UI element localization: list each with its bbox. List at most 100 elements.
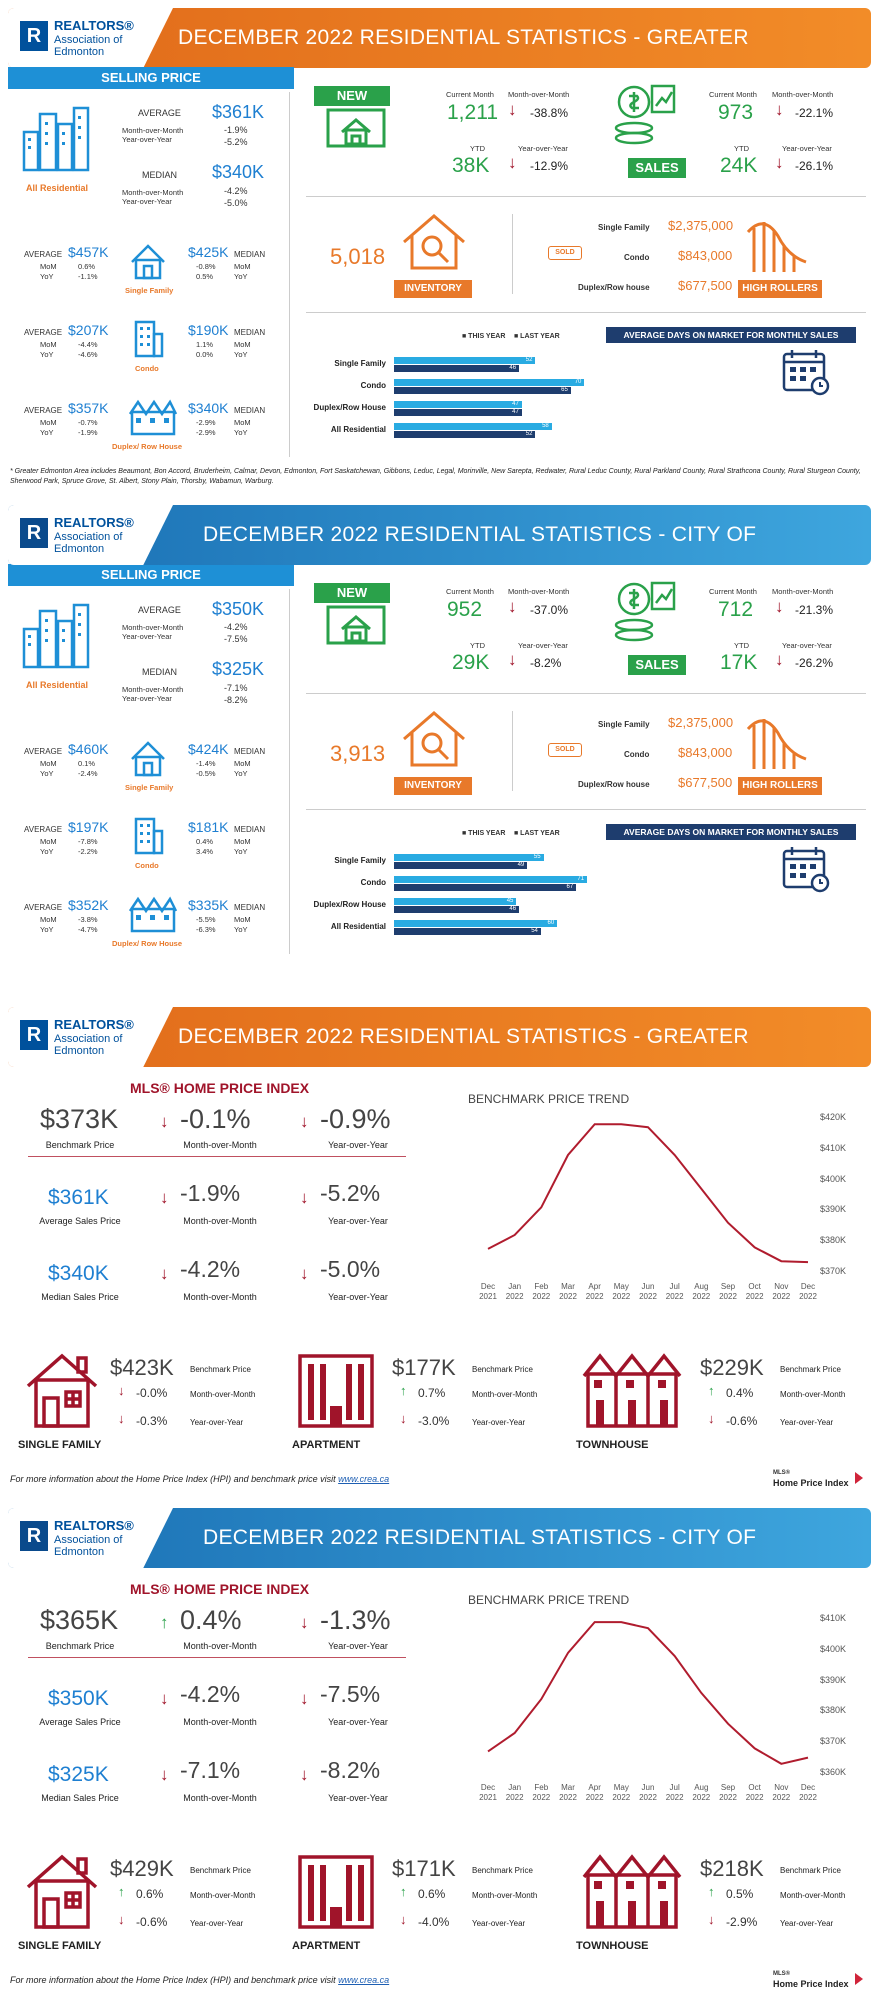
panel-divider [289,92,290,457]
type-median-yoy: -6.3% [196,925,216,934]
property-value: $423K [110,1355,174,1380]
mom-caption: Month-over-Month [183,1216,257,1226]
trend-x-month: Feb [534,1282,549,1291]
hpi-row-caption: Median Sales Price [41,1793,119,1803]
down-arrow-icon: ↓ [508,597,517,616]
trend-title: BENCHMARK PRICE TREND [468,1593,630,1607]
type-label: Duplex/ Row House [112,442,183,451]
selling-price-header: SELLING PRICE [8,564,294,586]
trend-x-year: 2022 [612,1793,631,1802]
hpi-row-mom: -0.1% [180,1104,251,1134]
sales-current: 712 [718,598,754,621]
divider [306,693,866,694]
down-arrow-icon: ↓ [775,153,784,172]
hpi-footnote: For more information about the Home Pric… [10,1474,389,1484]
type-median-value: $424K [188,741,229,757]
hpi-footnote: For more information about the Home Pric… [10,1975,389,1985]
sales-mom: -21.3% [795,603,834,617]
type-label: Single Family [125,286,174,295]
trend-x-month: Sep [720,1282,736,1291]
hpi-title: MLS® HOME PRICE INDEX [130,1581,310,1597]
trend-x-month: Jan [508,1282,522,1291]
type-average-mom: -3.8% [78,915,98,924]
high-roller-label: Duplex/Row house [578,283,650,292]
trend-x-year: 2022 [799,1292,817,1301]
property-mom: 0.6% [136,1887,164,1901]
cur-month-label: Current Month [446,90,494,99]
type-average-value: $357K [68,400,109,416]
type-median-yoy: -2.9% [196,428,216,437]
yoy-caption: Year-over-Year [780,1919,834,1928]
average-value: $350K [212,599,265,619]
median-label: MEDIAN [142,170,178,180]
cur-month-label: Current Month [709,90,757,99]
down-arrow-icon: ↓ [775,597,784,616]
hpi-row-yoy: -5.2% [320,1180,381,1206]
trend-x-month: Apr [588,1783,601,1792]
property-type-name: SINGLE FAMILY [18,1439,102,1451]
yoy-arrow-icon: ↓ [118,1912,125,1927]
trend-line [487,1621,809,1765]
type-median-mom: 0.4% [196,837,214,846]
type-average-value: $460K [68,741,109,757]
mom-caption: Month-over-Month [780,1390,846,1399]
type-yoy-label: YoY [40,350,54,359]
trend-x-year: 2022 [559,1292,577,1301]
type-mom-label: MoM [234,759,251,768]
trend-x-tick: Dec 2021 [475,1282,501,1302]
crea-link[interactable]: www.crea.ca [338,1474,390,1484]
new-listings-badge: NEW LISTINGS [314,583,390,620]
crea-link[interactable]: www.crea.ca [338,1975,390,1985]
sales-badge: SALES [628,655,686,675]
ytd-label: YTD [470,641,485,650]
hpi-row-mom: -4.2% [180,1256,241,1282]
trend-x-tick: Aug 2022 [688,1282,714,1302]
new-listings-mom: -38.8% [530,106,569,120]
high-roller-value: $2,375,000 [668,715,734,730]
yoy-caption: Year-over-Year [472,1418,526,1427]
type-label: Duplex/ Row House [112,939,183,948]
trend-x-tick: Sep 2022 [715,1282,741,1302]
property-value: $177K [392,1355,456,1380]
type-median-label: MEDIAN [234,903,266,912]
type-median-label: MEDIAN [234,328,266,337]
average-label: AVERAGE [138,108,181,118]
sold-sign-icon: SOLD [548,743,582,757]
yoy-label: Year-over-Year [122,694,172,703]
mom-label: Month-over-Month [508,90,570,99]
type-average-yoy: -2.4% [78,769,98,778]
trend-x-tick: Jun 2022 [635,1282,661,1302]
high-rollers-badge: HIGH ROLLERS [738,777,822,795]
mom-arrow-icon: ↑ [118,1884,125,1899]
median-mom: -4.2% [224,186,248,196]
type-mom-label: MoM [40,759,57,768]
single-family-icon [128,240,178,287]
inventory-badge: INVENTORY [394,777,472,795]
trend-y-tick: $360K [820,1767,847,1777]
new-listings-yoy: -8.2% [530,656,562,670]
benchmark-label: Benchmark Price [472,1866,533,1875]
mom-caption: Month-over-Month [183,1793,257,1803]
property-mom: 0.6% [418,1887,446,1901]
trend-x-tick: Sep 2022 [715,1783,741,1803]
type-yoy-label: YoY [234,769,248,778]
mom-caption: Month-over-Month [190,1891,256,1900]
dom-category-label: Duplex/Row House [313,900,386,909]
trend-y-tick: $420K [820,1112,847,1122]
trend-x-month: Aug [694,1783,709,1792]
new-listings-house-icon [326,605,386,652]
trend-x-tick: Dec 2021 [475,1783,501,1803]
trend-x-year: 2022 [772,1292,791,1301]
hpi-logo-arrow-icon [855,1472,863,1484]
trend-x-year: 2022 [532,1292,551,1301]
type-average-value: $207K [68,322,109,338]
mom-arrow-icon: ↑ [400,1884,407,1899]
property-yoy: -0.6% [726,1414,758,1428]
property-value: $229K [700,1355,764,1380]
mom-caption: Month-over-Month [183,1140,257,1150]
sales-yoy: -26.1% [795,159,834,173]
trend-x-tick: Jul 2022 [662,1783,688,1803]
mom-caption: Month-over-Month [190,1390,256,1399]
yoy-caption: Year-over-Year [328,1216,388,1226]
trend-x-month: Dec [800,1783,816,1792]
